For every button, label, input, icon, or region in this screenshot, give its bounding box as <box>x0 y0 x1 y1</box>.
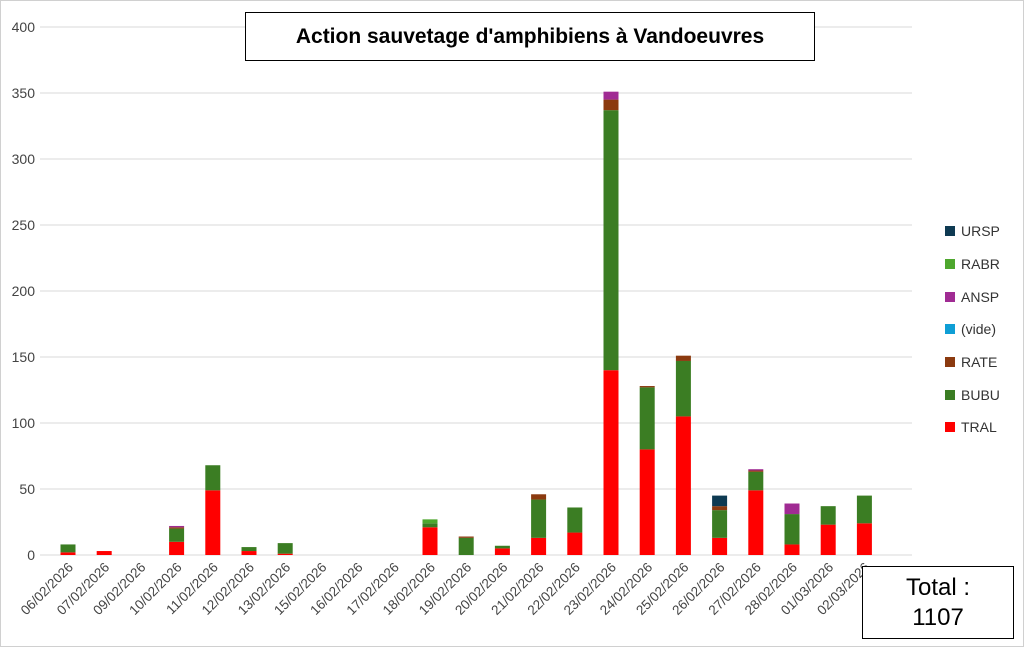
bar-segment-BUBU <box>458 537 474 555</box>
bar-segment-URSP <box>712 495 728 507</box>
legend-item: URSP <box>945 215 1000 248</box>
legend-label: RATE <box>961 354 998 371</box>
legend-swatch <box>945 259 955 270</box>
legend-item: BUBU <box>945 378 1000 411</box>
legend-label: TRAL <box>961 419 997 436</box>
bar-segment-BUBU <box>748 471 764 491</box>
bar-segment-TRAL <box>856 523 872 555</box>
bar-segment-BUBU <box>675 360 691 417</box>
legend-item: RABR <box>945 248 1000 281</box>
bar-segment-BUBU <box>494 545 510 549</box>
chart-title: Action sauvetage d'amphibiens à Vandoeuv… <box>245 12 815 61</box>
legend-label: (vide) <box>961 321 997 338</box>
bar-segment-BUBU <box>820 506 836 525</box>
legend-swatch <box>945 389 955 400</box>
bar-segment-TRAL <box>422 527 438 555</box>
bar-segment-RATE <box>169 527 185 529</box>
bar-segment-RATE <box>748 470 764 472</box>
bar-segment-ANSP <box>169 525 185 528</box>
bar-segment-BUBU <box>603 110 619 371</box>
bar-segment-BUBU <box>712 510 728 538</box>
bar-segment-TRAL <box>567 532 583 555</box>
bar-segment-BUBU <box>784 514 800 545</box>
bar-segment-BUBU <box>205 465 221 491</box>
legend-swatch <box>945 422 955 433</box>
bar-segment-TRAL <box>675 416 691 555</box>
bar-segment-BUBU <box>60 544 76 553</box>
y-tick-label: 350 <box>12 85 36 101</box>
legend-swatch <box>945 324 955 335</box>
total-label: Total : <box>905 574 971 601</box>
bar-segment-TRAL <box>784 544 800 555</box>
bar-segment-BUBU <box>531 499 547 538</box>
y-tick-label: 200 <box>12 283 36 299</box>
legend: URSP RABR ANSP (vide) RATE BUBU TRAL <box>945 215 1000 444</box>
legend-item: (vide) <box>945 313 1000 346</box>
legend-label: ANSP <box>961 288 1000 305</box>
legend-label: URSP <box>961 223 1000 240</box>
bar-segment-TRAL <box>748 490 764 555</box>
bar-segment-TRAL <box>494 548 510 555</box>
y-tick-label: 250 <box>12 217 36 233</box>
bar-segment-RATE <box>603 99 619 111</box>
bar-segment-TRAL <box>241 551 257 555</box>
bar-segment-RATE <box>531 494 547 500</box>
bar-segment-TRAL <box>205 490 221 555</box>
bar-segment-RABR <box>422 519 438 524</box>
bar-segment-ANSP <box>748 469 764 471</box>
bar-segment-BUBU <box>169 528 185 542</box>
y-tick-label: 50 <box>19 481 35 497</box>
bar-segment-BUBU <box>639 387 655 450</box>
y-tick-label: 0 <box>27 547 35 563</box>
total-value: 1107 <box>912 604 964 631</box>
y-tick-label: 100 <box>12 415 36 431</box>
legend-swatch <box>945 291 955 302</box>
y-tick-label: 300 <box>12 151 36 167</box>
bar-segment-BUBU <box>277 543 293 554</box>
legend-swatch <box>945 357 955 368</box>
legend-swatch <box>945 226 955 237</box>
bar-segment-TRAL <box>712 537 728 555</box>
bar-segment-RATE <box>639 386 655 388</box>
bar-segment-ANSP <box>603 91 619 100</box>
bar-segment-TRAL <box>531 537 547 555</box>
bar-segment-RATE <box>675 355 691 361</box>
total-annotation: Total : 1107 <box>862 566 1014 639</box>
bar-segment-TRAL <box>277 553 293 555</box>
bar-segment-TRAL <box>60 552 76 555</box>
bar-segment-TRAL <box>820 524 836 555</box>
bar-segment-ANSP <box>784 503 800 515</box>
bar-segment-TRAL <box>603 370 619 555</box>
bar-segment-TRAL <box>96 551 112 555</box>
bar-segment-BUBU <box>241 547 257 552</box>
legend-item: TRAL <box>945 411 1000 444</box>
bar-segment-RATE <box>712 506 728 511</box>
legend-label: RABR <box>961 256 1000 273</box>
bar-segment-BUBU <box>856 495 872 524</box>
bar-segment-BUBU <box>422 523 438 528</box>
bar-segment-TRAL <box>169 541 185 555</box>
bar-segment-RATE <box>458 536 474 538</box>
bar-segment-BUBU <box>567 507 583 533</box>
y-tick-label: 400 <box>12 19 36 35</box>
bar-segment-TRAL <box>639 449 655 555</box>
legend-item: RATE <box>945 346 1000 379</box>
legend-label: BUBU <box>961 386 1000 403</box>
legend-item: ANSP <box>945 280 1000 313</box>
y-tick-label: 150 <box>12 349 36 365</box>
